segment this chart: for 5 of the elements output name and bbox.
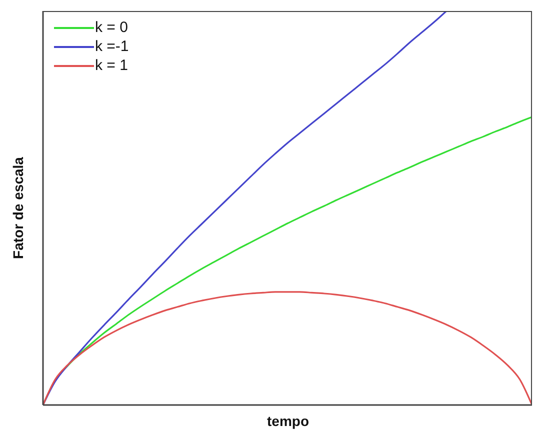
- x-axis-title: tempo: [266, 413, 310, 429]
- legend-label: k = 1: [95, 56, 128, 74]
- legend-label: k = 0: [95, 18, 128, 36]
- y-axis-title: Fator de escala: [10, 157, 26, 259]
- legend-label: k =-1: [95, 38, 129, 56]
